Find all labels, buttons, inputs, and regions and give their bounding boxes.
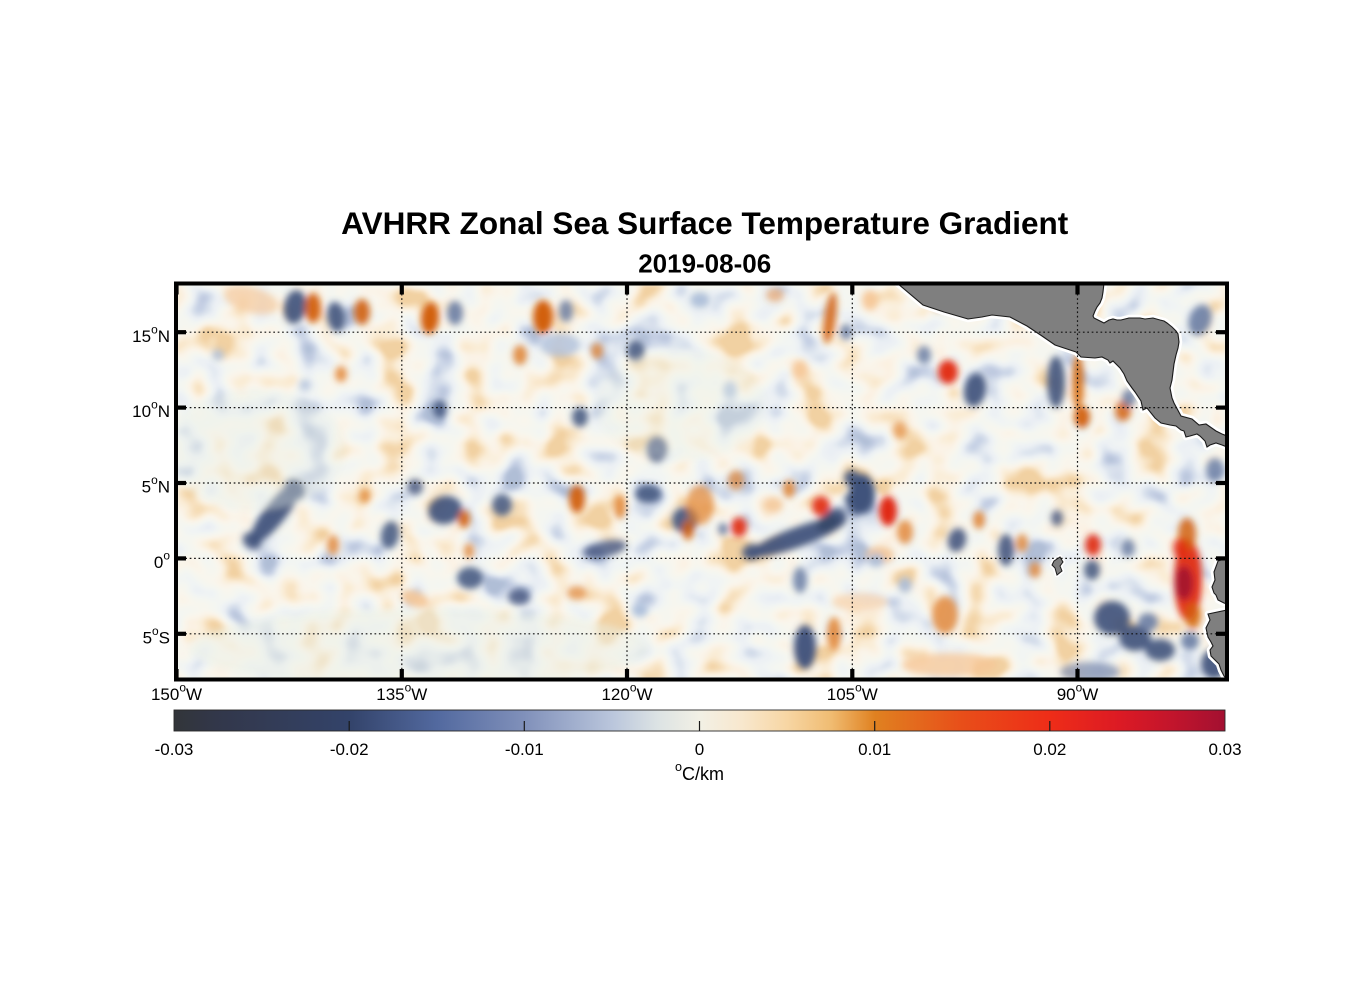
svg-text:2019-08-06: 2019-08-06 (638, 249, 771, 279)
svg-text:AVHRR Zonal Sea Surface Temper: AVHRR Zonal Sea Surface Temperature Grad… (341, 205, 1069, 241)
svg-text:-0.03: -0.03 (155, 740, 194, 759)
svg-text:0.03: 0.03 (1208, 740, 1241, 759)
svg-text:0.02: 0.02 (1033, 740, 1066, 759)
svg-text:90oW: 90oW (1057, 680, 1099, 704)
svg-text:5oN: 5oN (142, 473, 170, 497)
svg-text:10oN: 10oN (132, 398, 170, 422)
svg-text:0o: 0o (154, 549, 170, 573)
svg-text:-0.02: -0.02 (330, 740, 369, 759)
svg-text:-0.01: -0.01 (505, 740, 544, 759)
svg-text:150oW: 150oW (151, 680, 202, 704)
svg-text:135oW: 135oW (376, 680, 427, 704)
svg-text:5oS: 5oS (143, 624, 170, 648)
svg-text:oC/km: oC/km (675, 760, 724, 784)
svg-text:120oW: 120oW (601, 680, 652, 704)
svg-text:105oW: 105oW (827, 680, 878, 704)
svg-text:0: 0 (695, 740, 704, 759)
svg-text:0.01: 0.01 (858, 740, 891, 759)
svg-text:15oN: 15oN (132, 322, 170, 346)
